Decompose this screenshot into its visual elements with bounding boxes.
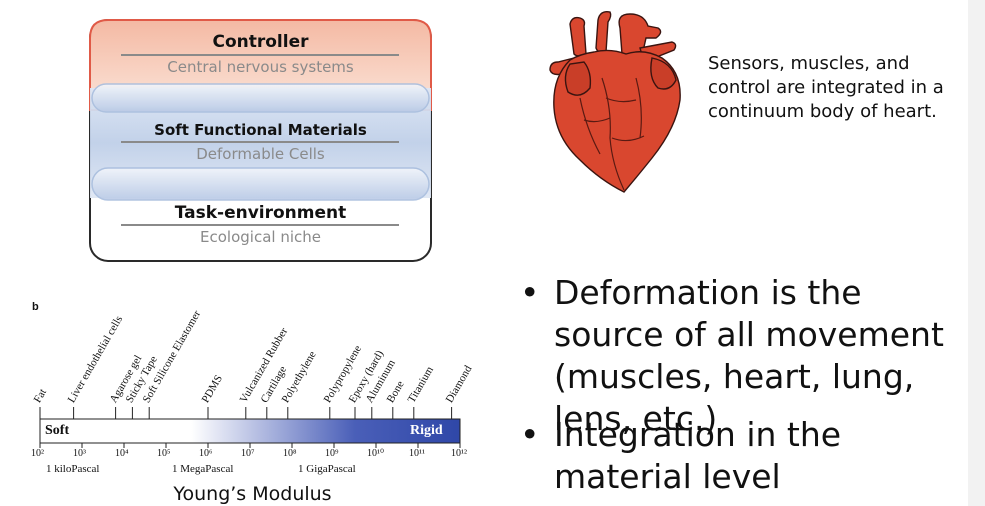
- tick-label-2: 10⁴: [115, 448, 129, 459]
- bullet-integration: • Integration in the material level: [520, 414, 970, 498]
- anatomical-heart-icon: [549, 10, 681, 193]
- tick-label-1: 10³: [73, 448, 86, 459]
- unit-label-0: 1 kiloPascal: [46, 463, 100, 475]
- materials-divider: [121, 141, 399, 143]
- tick-label-10: 10¹²: [451, 448, 467, 459]
- tick-label-0: 10²: [31, 448, 44, 459]
- tick-label-8: 10¹⁰: [367, 448, 385, 459]
- tick-label-4: 10⁶: [199, 448, 213, 459]
- materials-subtitle: Deformable Cells: [196, 145, 325, 163]
- tick-marks: [39, 443, 461, 448]
- bar-left-label: Soft: [45, 423, 70, 438]
- controller-subtitle: Central nervous systems: [167, 58, 354, 76]
- task-subtitle: Ecological niche: [200, 228, 321, 246]
- controller-divider: [121, 54, 399, 56]
- task-divider: [121, 224, 399, 226]
- bar-right-label: Rigid: [410, 423, 443, 438]
- axis-title: Young’s Modulus: [173, 483, 332, 505]
- heart-note: Sensors, muscles, and control are integr…: [708, 53, 944, 122]
- layered-architecture-diagram: Controller Central nervous systems Soft …: [88, 18, 433, 263]
- tick-label-9: 10¹¹: [409, 448, 425, 459]
- unit-label-1: 1 MegaPascal: [172, 463, 234, 475]
- bullet-dot: •: [520, 273, 540, 312]
- layer-shapes: [89, 19, 432, 262]
- unit-label-2: 1 GigaPascal: [298, 463, 356, 475]
- gradient-bar: [39, 418, 461, 444]
- material-leader-lines: [39, 407, 453, 419]
- tick-label-5: 10⁷: [241, 448, 255, 459]
- panel-label: b: [32, 301, 39, 313]
- window-edge: [968, 0, 985, 506]
- youngs-modulus-scale: b Fat Liver endothelial cells Agarose gel S…: [30, 295, 475, 505]
- tick-label-6: 10⁸: [283, 448, 297, 459]
- tick-label-7: 10⁹: [325, 448, 339, 459]
- bullet-deformation: • Deformation is the source of all movem…: [520, 272, 970, 438]
- modulus-bar: [39, 407, 461, 448]
- controller-title: Controller: [212, 32, 309, 52]
- materials-title: Soft Functional Materials: [154, 121, 367, 139]
- bullet-text: Deformation is the source of all movemen…: [554, 273, 944, 438]
- tick-label-3: 10⁵: [157, 448, 171, 459]
- task-title: Task-environment: [174, 203, 347, 223]
- bullet-dot: •: [520, 415, 540, 454]
- materials-bottom-pill: [91, 167, 430, 201]
- bullet-text: Integration in the material level: [554, 415, 842, 496]
- materials-top-pill: [91, 83, 430, 113]
